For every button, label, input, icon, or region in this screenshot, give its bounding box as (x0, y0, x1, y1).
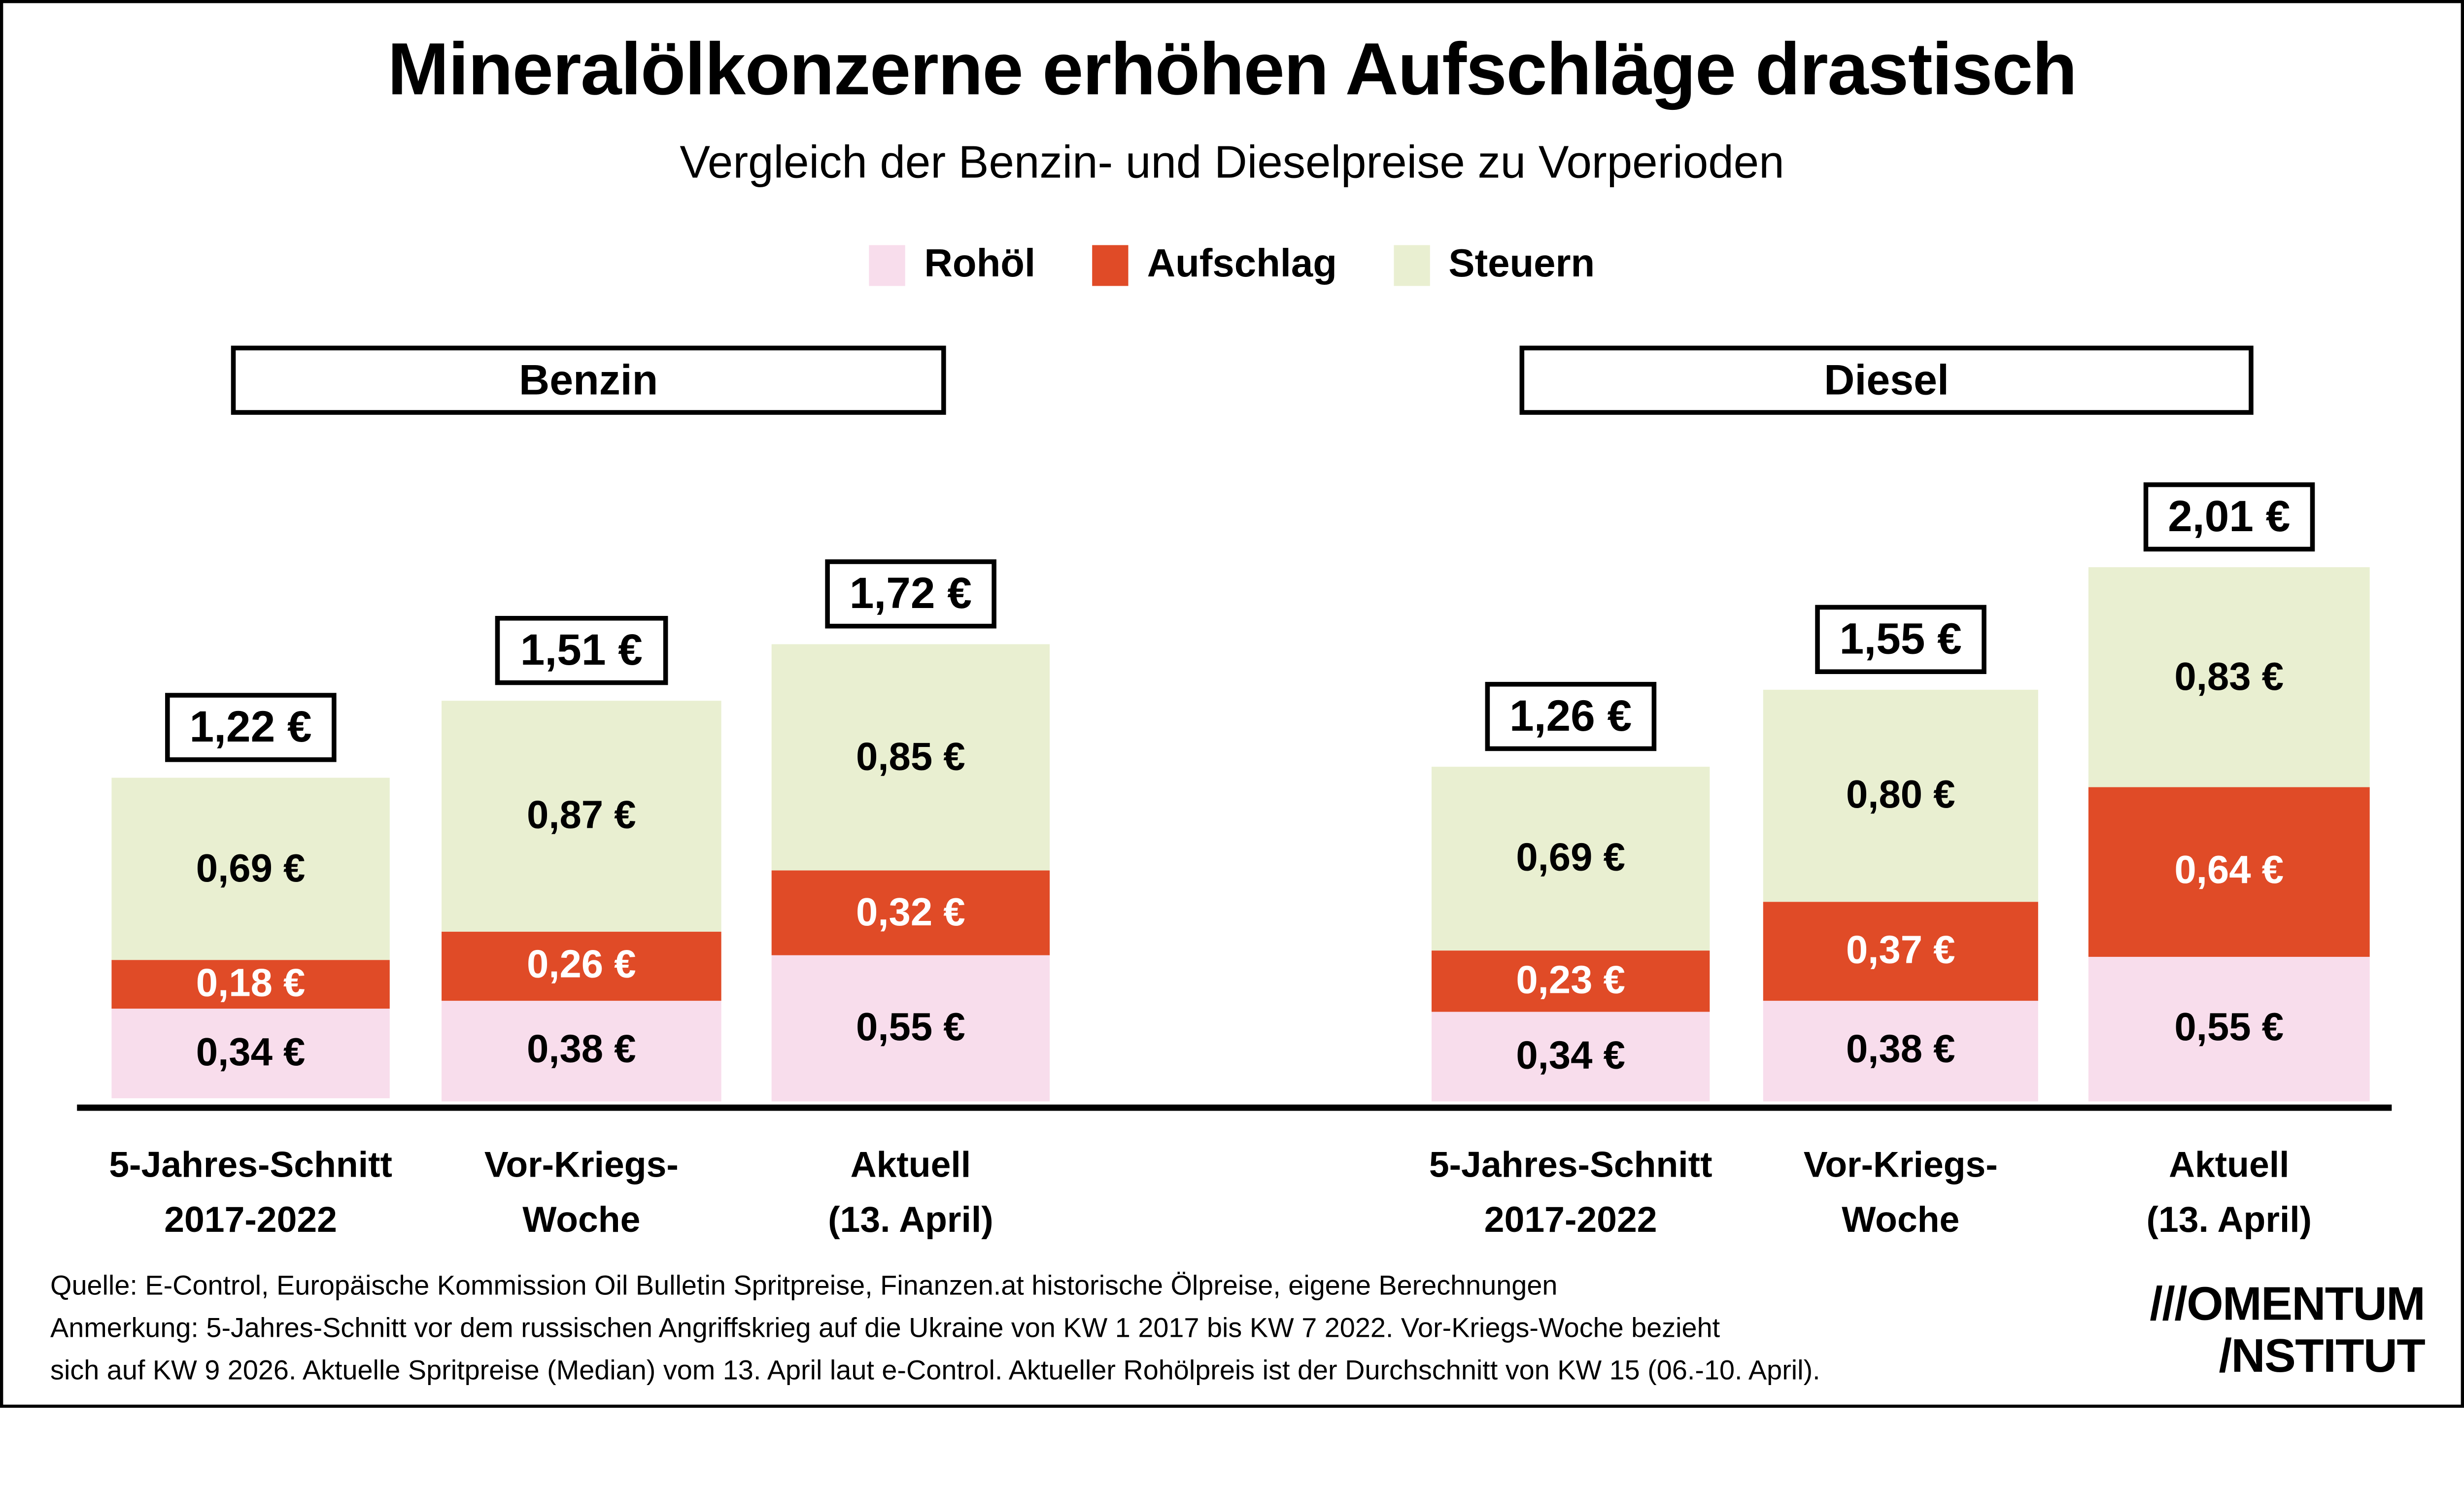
axis-category-line: Vor-Kriegs- (484, 1144, 679, 1185)
segment-value-label: 0,64 € (2174, 848, 2284, 893)
axis-category-line: Aktuell (2169, 1144, 2290, 1185)
footer-note-line-1: Anmerkung: 5-Jahres-Schnitt vor dem russ… (50, 1312, 1720, 1344)
axis-category-label: Aktuell (13. April) (828, 1138, 993, 1248)
bar-total-label: 1,22 € (164, 692, 337, 762)
segment-value-label: 0,83 € (2174, 654, 2284, 699)
axis-category-line: Woche (522, 1199, 641, 1240)
bar-segment-steuern: 0,83 € (2088, 568, 2370, 787)
bar-diesel-2: 0,83 € 0,64 € 0,55 € (2088, 568, 2370, 1102)
group-header-diesel: Diesel (1519, 345, 2254, 415)
axis-category-line: 5-Jahres-Schnitt (1429, 1144, 1712, 1185)
segment-value-label: 0,23 € (1516, 957, 1625, 1002)
bar-benzin-2: 0,85 € 0,32 € 0,55 € (771, 644, 1050, 1102)
segment-value-label: 0,87 € (526, 793, 636, 838)
bar-segment-aufschlag: 0,37 € (1763, 902, 2038, 1001)
axis-category-line: 5-Jahres-Schnitt (109, 1144, 392, 1185)
axis-category-line: Woche (1842, 1199, 1960, 1240)
axis-category-line: (13. April) (2146, 1199, 2312, 1240)
bar-segment-rohoel: 0,55 € (2088, 956, 2370, 1102)
axis-category-label: Vor-Kriegs- Woche (484, 1138, 679, 1248)
x-axis-baseline (77, 1104, 2392, 1111)
segment-value-label: 0,69 € (196, 846, 306, 890)
segment-value-label: 0,34 € (1516, 1033, 1625, 1078)
axis-category-label: Aktuell (13. April) (2147, 1138, 2312, 1248)
legend-label-aufschlag: Aufschlag (1147, 242, 1337, 286)
axis-category-line: 2017-2022 (1484, 1199, 1657, 1240)
bar-segment-steuern: 0,69 € (1431, 767, 1710, 950)
group-header-benzin: Benzin (231, 345, 946, 415)
legend: Rohöl Aufschlag Steuern (3, 242, 2461, 287)
chart-title: Mineralölkonzerne erhöhen Aufschläge dra… (387, 27, 2077, 110)
bar-diesel-1: 0,80 € 0,37 € 0,38 € (1763, 690, 2038, 1102)
axis-category-line: (13. April) (828, 1199, 993, 1240)
bar-segment-steuern: 0,80 € (1763, 690, 2038, 903)
legend-label-rohoel: Rohöl (924, 242, 1036, 286)
segment-value-label: 0,38 € (1846, 1028, 1955, 1072)
segment-value-label: 0,32 € (856, 890, 965, 934)
segment-value-label: 0,55 € (856, 1005, 965, 1050)
axis-category-label: Vor-Kriegs- Woche (1804, 1138, 1998, 1248)
segment-value-label: 0,18 € (196, 961, 306, 1006)
logo-line-momentum: ///OMENTUM (2150, 1279, 2426, 1331)
bar-segment-rohoel: 0,55 € (771, 955, 1050, 1102)
bar-segment-steuern: 0,69 € (111, 777, 390, 961)
bar-segment-rohoel: 0,34 € (111, 1008, 390, 1099)
bar-total-label: 2,01 € (2143, 482, 2316, 552)
bar-segment-steuern: 0,85 € (771, 644, 1050, 871)
segment-value-label: 0,85 € (856, 735, 965, 779)
bar-segment-aufschlag: 0,26 € (442, 931, 721, 1001)
legend-item-aufschlag: Aufschlag (1092, 242, 1337, 287)
bar-segment-rohoel: 0,38 € (442, 1000, 721, 1102)
legend-item-steuern: Steuern (1393, 242, 1595, 287)
axis-category-label: 5-Jahres-Schnitt 2017-2022 (1429, 1138, 1712, 1248)
chart-subtitle: Vergleich der Benzin- und Dieselpreise z… (680, 138, 1784, 189)
footer-source-line: Quelle: E-Control, Europäische Kommissio… (50, 1269, 1558, 1301)
axis-category-line: Aktuell (850, 1144, 971, 1185)
infographic-viewport: Mineralölkonzerne erhöhen Aufschläge dra… (0, 0, 2464, 1408)
group-header-diesel-label: Diesel (1824, 356, 1949, 403)
bar-segment-steuern: 0,87 € (442, 700, 721, 932)
segment-value-label: 0,34 € (196, 1031, 306, 1075)
footer-notes: Quelle: E-Control, Europäische Kommissio… (50, 1265, 1820, 1392)
segment-value-label: 0,26 € (526, 943, 636, 987)
axis-category-label: 5-Jahres-Schnitt 2017-2022 (109, 1138, 392, 1248)
logo-line-institut: /NSTITUT (2219, 1330, 2426, 1383)
axis-category-line: Vor-Kriegs- (1803, 1144, 1998, 1185)
infographic-canvas: Mineralölkonzerne erhöhen Aufschläge dra… (0, 0, 2464, 1408)
bar-segment-aufschlag: 0,23 € (1431, 950, 1710, 1012)
segment-value-label: 0,80 € (1846, 773, 1955, 817)
momentum-institut-logo: ///OMENTUM /NSTITUT (2150, 1279, 2426, 1383)
bar-diesel-0: 0,69 € 0,23 € 0,34 € (1431, 767, 1710, 1102)
segment-value-label: 0,69 € (1516, 835, 1625, 880)
group-header-benzin-label: Benzin (519, 356, 658, 403)
bar-segment-rohoel: 0,38 € (1763, 1000, 2038, 1102)
legend-item-rohoel: Rohöl (869, 242, 1035, 287)
axis-category-line: 2017-2022 (164, 1199, 337, 1240)
bar-segment-aufschlag: 0,18 € (111, 960, 390, 1009)
footer-note-line-2: sich auf KW 9 2026. Aktuelle Spritpreise… (50, 1354, 1820, 1386)
bar-benzin-0: 0,69 € 0,18 € 0,34 € (111, 777, 390, 1101)
segment-value-label: 0,55 € (2174, 1006, 2284, 1050)
bar-benzin-1: 0,87 € 0,26 € 0,38 € (442, 700, 721, 1102)
bar-total-label: 1,51 € (495, 615, 668, 685)
bar-segment-aufschlag: 0,32 € (771, 870, 1050, 955)
bar-segment-rohoel: 0,34 € (1431, 1011, 1710, 1102)
bar-total-label: 1,55 € (1814, 605, 1987, 675)
legend-swatch-aufschlag (1092, 244, 1129, 285)
legend-label-steuern: Steuern (1448, 242, 1595, 286)
bar-segment-aufschlag: 0,64 € (2088, 787, 2370, 956)
bar-total-label: 1,72 € (824, 560, 997, 629)
bar-total-label: 1,26 € (1484, 682, 1657, 751)
legend-swatch-steuern (1393, 244, 1430, 285)
segment-value-label: 0,37 € (1846, 928, 1955, 973)
segment-value-label: 0,38 € (526, 1028, 636, 1072)
legend-swatch-rohoel (869, 244, 906, 285)
